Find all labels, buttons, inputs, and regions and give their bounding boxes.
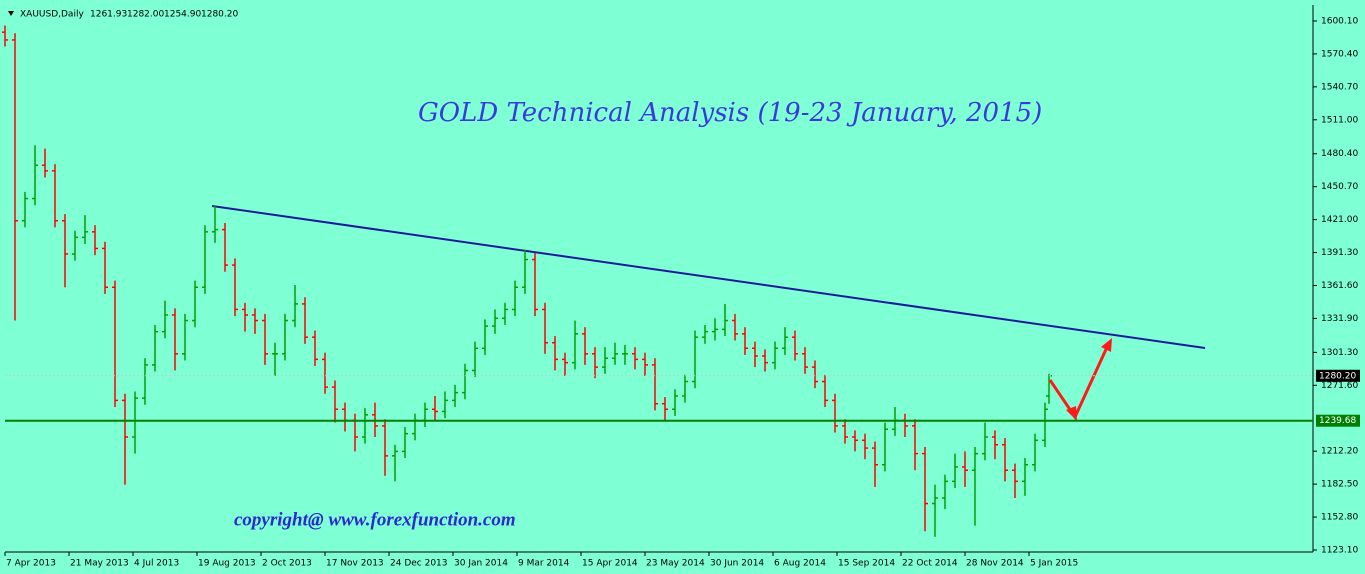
y-tick-label: 1212.20	[1321, 447, 1358, 457]
price-bars	[2, 25, 1052, 537]
trend-line	[211, 205, 1206, 349]
header-open: 1261.93	[90, 10, 127, 20]
x-tick-label: 24 Dec 2013	[390, 559, 448, 569]
x-tick-label: 17 Nov 2013	[326, 559, 384, 569]
x-tick-label: 9 Mar 2014	[518, 559, 570, 569]
x-tick-label: 30 Jan 2014	[454, 559, 508, 569]
y-tick-label: 1421.00	[1321, 215, 1358, 225]
arrow-head-up	[1101, 338, 1112, 352]
y-tick-label: 1570.40	[1321, 49, 1358, 59]
y-tick-label: 1511.00	[1321, 115, 1358, 125]
y-tick-label: 1391.30	[1321, 248, 1358, 258]
last-price-label: 1280.20	[1319, 371, 1356, 381]
y-tick-label: 1361.60	[1321, 281, 1358, 291]
x-tick-label: 15 Sep 2014	[838, 559, 895, 569]
y-tick-label: 1123.10	[1321, 546, 1358, 556]
support-label: 1239.68	[1319, 416, 1356, 426]
last-price-box	[1316, 369, 1360, 382]
header-high: 1282.00	[127, 10, 164, 20]
x-tick-label: 21 May 2013	[70, 559, 129, 569]
y-tick-label: 1540.70	[1321, 82, 1358, 92]
x-tick-label: 28 Nov 2014	[966, 559, 1024, 569]
x-tick-label: 23 May 2014	[646, 559, 705, 569]
arrow-head-down	[1066, 406, 1077, 421]
menu-triangle	[8, 11, 14, 16]
y-tick-label: 1600.10	[1321, 16, 1358, 26]
header-low: 1254.90	[164, 10, 201, 20]
x-tick-label: 6 Aug 2014	[774, 559, 826, 569]
y-tick-label: 1182.50	[1321, 480, 1358, 490]
chart-title: GOLD Technical Analysis (19-23 January, …	[418, 98, 1042, 128]
header-close: 1280.20	[201, 10, 238, 20]
x-tick-label: 4 Jul 2013	[134, 559, 179, 569]
support-label-box	[1316, 414, 1360, 427]
x-tick-label: 19 Aug 2013	[198, 559, 256, 569]
x-tick-label: 30 Jun 2014	[710, 559, 764, 569]
x-tick-label: 2 Oct 2013	[262, 559, 312, 569]
x-tick-label: 15 Apr 2014	[582, 559, 638, 569]
y-tick-label: 1271.60	[1321, 381, 1358, 391]
y-tick-label: 1450.70	[1321, 182, 1358, 192]
y-tick-label: 1152.80	[1321, 513, 1358, 523]
y-tick-label: 1480.40	[1321, 149, 1358, 159]
symbol: XAUUSD,Daily	[20, 10, 84, 20]
x-tick-label: 22 Oct 2014	[902, 559, 958, 569]
x-tick-label: 5 Jan 2015	[1030, 559, 1078, 569]
y-tick-label: 1331.90	[1321, 314, 1358, 324]
x-tick-label: 7 Apr 2013	[6, 559, 56, 569]
watermark: copyright@ www.forexfunction.com	[234, 509, 516, 530]
y-tick-label: 1301.30	[1321, 348, 1358, 358]
